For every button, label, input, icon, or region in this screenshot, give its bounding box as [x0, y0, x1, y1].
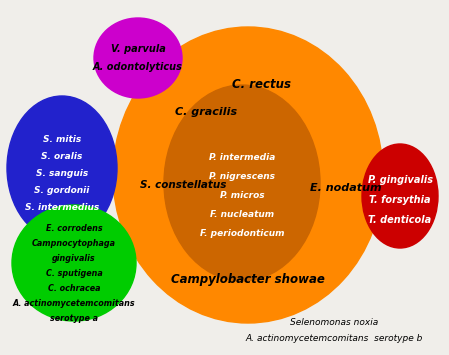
Text: C. sputigena: C. sputigena	[46, 269, 102, 278]
Text: C. gracilis: C. gracilis	[175, 107, 237, 117]
Ellipse shape	[7, 96, 117, 240]
Ellipse shape	[164, 85, 320, 281]
Text: T. forsythia: T. forsythia	[369, 195, 431, 205]
Text: S. intermedius: S. intermedius	[25, 203, 99, 212]
Ellipse shape	[113, 27, 383, 323]
Text: E. corrodens: E. corrodens	[46, 224, 102, 233]
Text: E. nodatum: E. nodatum	[310, 183, 382, 193]
Ellipse shape	[12, 205, 136, 321]
Text: C. ochracea: C. ochracea	[48, 284, 100, 293]
Text: V. parvula: V. parvula	[110, 44, 165, 54]
Text: S. mitis: S. mitis	[43, 135, 81, 144]
Text: F. periodonticum: F. periodonticum	[200, 229, 284, 238]
Text: P. intermedia: P. intermedia	[209, 153, 275, 162]
Ellipse shape	[94, 18, 182, 98]
Text: Campylobacter showae: Campylobacter showae	[171, 273, 325, 286]
Text: serotype a: serotype a	[50, 314, 98, 323]
Text: S. constellatus: S. constellatus	[140, 180, 226, 190]
Text: S. sanguis: S. sanguis	[36, 169, 88, 178]
Text: A. actinomycetemcomitans  serotype b: A. actinomycetemcomitans serotype b	[245, 334, 423, 343]
Text: P. nigrescens: P. nigrescens	[209, 172, 275, 181]
Text: S. oralis: S. oralis	[41, 152, 83, 161]
Text: Selenomonas noxia: Selenomonas noxia	[290, 318, 378, 327]
Text: P. micros: P. micros	[220, 191, 264, 200]
Text: gingivalis: gingivalis	[52, 254, 96, 263]
Text: Campnocytophaga: Campnocytophaga	[32, 239, 116, 248]
Ellipse shape	[362, 144, 438, 248]
Text: P. gingivalis: P. gingivalis	[367, 175, 432, 185]
Text: F. nucleatum: F. nucleatum	[210, 210, 274, 219]
Text: C. rectus: C. rectus	[233, 77, 291, 91]
Text: T. denticola: T. denticola	[368, 215, 431, 225]
Text: A. actinomycetemcomitans: A. actinomycetemcomitans	[13, 299, 135, 308]
Text: S. gordonii: S. gordonii	[34, 186, 90, 195]
Text: A. odontolyticus: A. odontolyticus	[93, 62, 183, 72]
